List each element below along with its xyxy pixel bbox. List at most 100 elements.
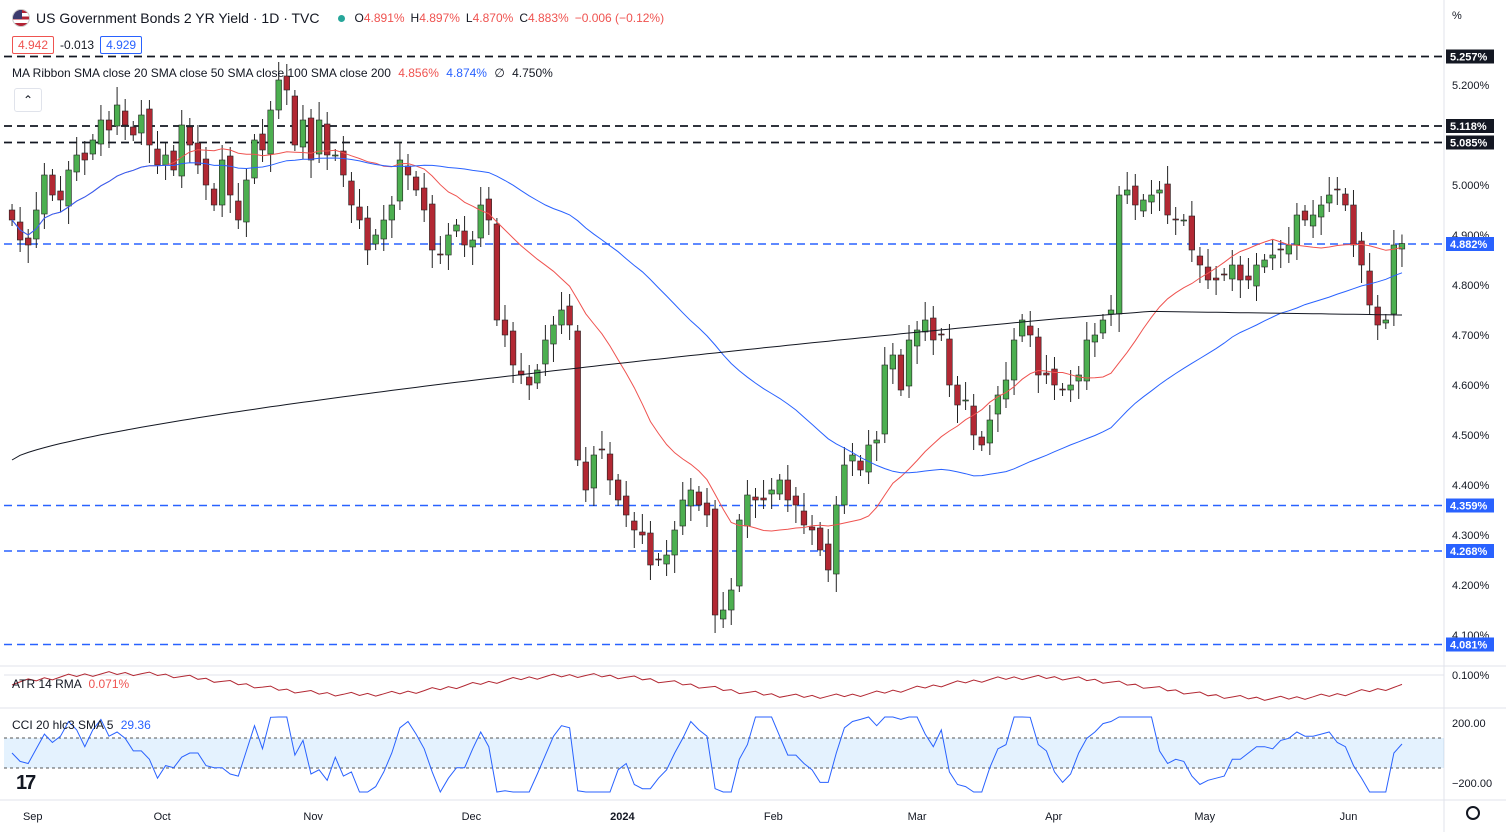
y-tick-label: 4.700%	[1452, 330, 1490, 342]
candle-body	[728, 589, 735, 611]
candle-body	[146, 108, 153, 146]
candle-body	[687, 489, 694, 507]
settings-icon[interactable]	[1466, 806, 1480, 820]
candle-body	[429, 203, 436, 251]
candle-body	[8, 209, 16, 221]
level-label-bg	[1446, 119, 1494, 133]
candle-body	[962, 399, 969, 402]
candle-body	[760, 497, 767, 501]
candle-body	[501, 319, 509, 336]
atr-name: ATR 14 RMA	[12, 677, 82, 691]
candle-body	[1285, 244, 1292, 255]
ma-ribbon-legend[interactable]: MA Ribbon SMA close 20 SMA close 50 SMA …	[12, 66, 553, 80]
candle-body	[493, 223, 501, 321]
candle-body	[1010, 339, 1018, 381]
collapse-legend-button[interactable]: ⌃	[14, 88, 42, 112]
candle-body	[1051, 368, 1058, 386]
candle-body	[825, 543, 832, 571]
candle-body	[1318, 204, 1325, 218]
candle-body	[485, 198, 492, 221]
chart-header: US Government Bonds 2 YR Yield · 1D · TV…	[12, 8, 664, 28]
x-tick-label: Feb	[764, 811, 783, 823]
candle-body	[865, 444, 872, 473]
candle-body	[978, 436, 985, 446]
candle-body	[784, 479, 791, 501]
atr-tick: 0.100%	[1452, 670, 1490, 682]
candle-body	[477, 204, 484, 239]
candle-body	[1350, 204, 1357, 246]
candles	[8, 62, 1406, 633]
market-status-icon	[337, 14, 345, 22]
candle-body	[663, 554, 670, 565]
x-tick-label: May	[1194, 811, 1215, 823]
candle-body	[526, 376, 533, 386]
candle-body	[1261, 259, 1268, 268]
candle-body	[1398, 243, 1406, 250]
sma20-value: 4.856%	[398, 66, 439, 80]
cci-legend[interactable]: CCI 20 hlc3 SMA 5 29.36	[12, 718, 151, 732]
candle-body	[744, 494, 751, 527]
candle-body	[671, 529, 678, 556]
candle-body	[324, 123, 331, 156]
candle-body	[1140, 199, 1147, 212]
symbol-title[interactable]: US Government Bonds 2 YR Yield · 1D · TV…	[36, 10, 320, 26]
candle-body	[461, 230, 468, 246]
candle-body	[598, 448, 606, 451]
y-tick-label: 4.500%	[1452, 430, 1490, 442]
level-label: 5.118%	[1450, 121, 1487, 133]
candle-body	[412, 176, 420, 191]
candle-body	[623, 495, 630, 516]
candle-body	[590, 454, 597, 489]
level-label: 4.268%	[1450, 546, 1488, 558]
candle-body	[154, 148, 161, 166]
level-label: 4.081%	[1450, 640, 1488, 652]
candle-body	[356, 206, 363, 221]
candle-body	[404, 165, 412, 176]
x-tick-label: Dec	[462, 811, 482, 823]
candle-body	[558, 309, 565, 326]
ma-ribbon-name: MA Ribbon SMA close 20 SMA close 50 SMA …	[12, 66, 391, 80]
candle-body	[81, 152, 88, 161]
sma50-line	[11, 157, 1403, 477]
candle-body	[348, 180, 355, 206]
sell-price-button[interactable]: 4.942	[12, 36, 55, 54]
candle-body	[57, 190, 64, 201]
atr-legend[interactable]: ATR 14 RMA 0.071%	[12, 677, 129, 691]
x-tick-label: Nov	[303, 811, 323, 823]
x-tick-label: Apr	[1045, 811, 1062, 823]
axis-unit-label[interactable]: %	[1452, 10, 1462, 22]
candle-body	[938, 333, 945, 336]
candle-body	[307, 117, 315, 161]
candle-body	[445, 234, 452, 256]
candle-body	[800, 510, 808, 526]
candle-body	[752, 496, 759, 501]
x-tick-label: Oct	[154, 811, 171, 823]
candle-body	[1156, 189, 1163, 194]
level-label: 5.085%	[1450, 138, 1488, 150]
candle-body	[259, 133, 266, 151]
candle-body	[1115, 194, 1123, 315]
candle-body	[227, 155, 234, 196]
candle-body	[655, 558, 662, 561]
candle-body	[566, 305, 573, 326]
bid-ask-row: 4.942 -0.013 4.929	[12, 36, 143, 54]
candle-body	[970, 405, 977, 436]
buy-price-button[interactable]: 4.929	[100, 36, 143, 54]
tradingview-logo[interactable]: 17	[16, 772, 36, 794]
candle-body	[1293, 214, 1301, 246]
level-label: 4.882%	[1450, 239, 1488, 251]
candle-body	[65, 169, 72, 207]
sma200-value: 4.750%	[512, 66, 553, 80]
candle-body	[946, 338, 953, 386]
x-tick-label: Jun	[1340, 811, 1358, 823]
candle-body	[1164, 183, 1171, 216]
candle-body	[202, 158, 210, 186]
candle-body	[340, 150, 347, 176]
candle-body	[105, 119, 113, 131]
candle-body	[776, 479, 783, 495]
candle-body	[1309, 214, 1317, 227]
candle-body	[453, 224, 460, 232]
candle-body	[736, 519, 743, 587]
candle-body	[1107, 309, 1115, 315]
